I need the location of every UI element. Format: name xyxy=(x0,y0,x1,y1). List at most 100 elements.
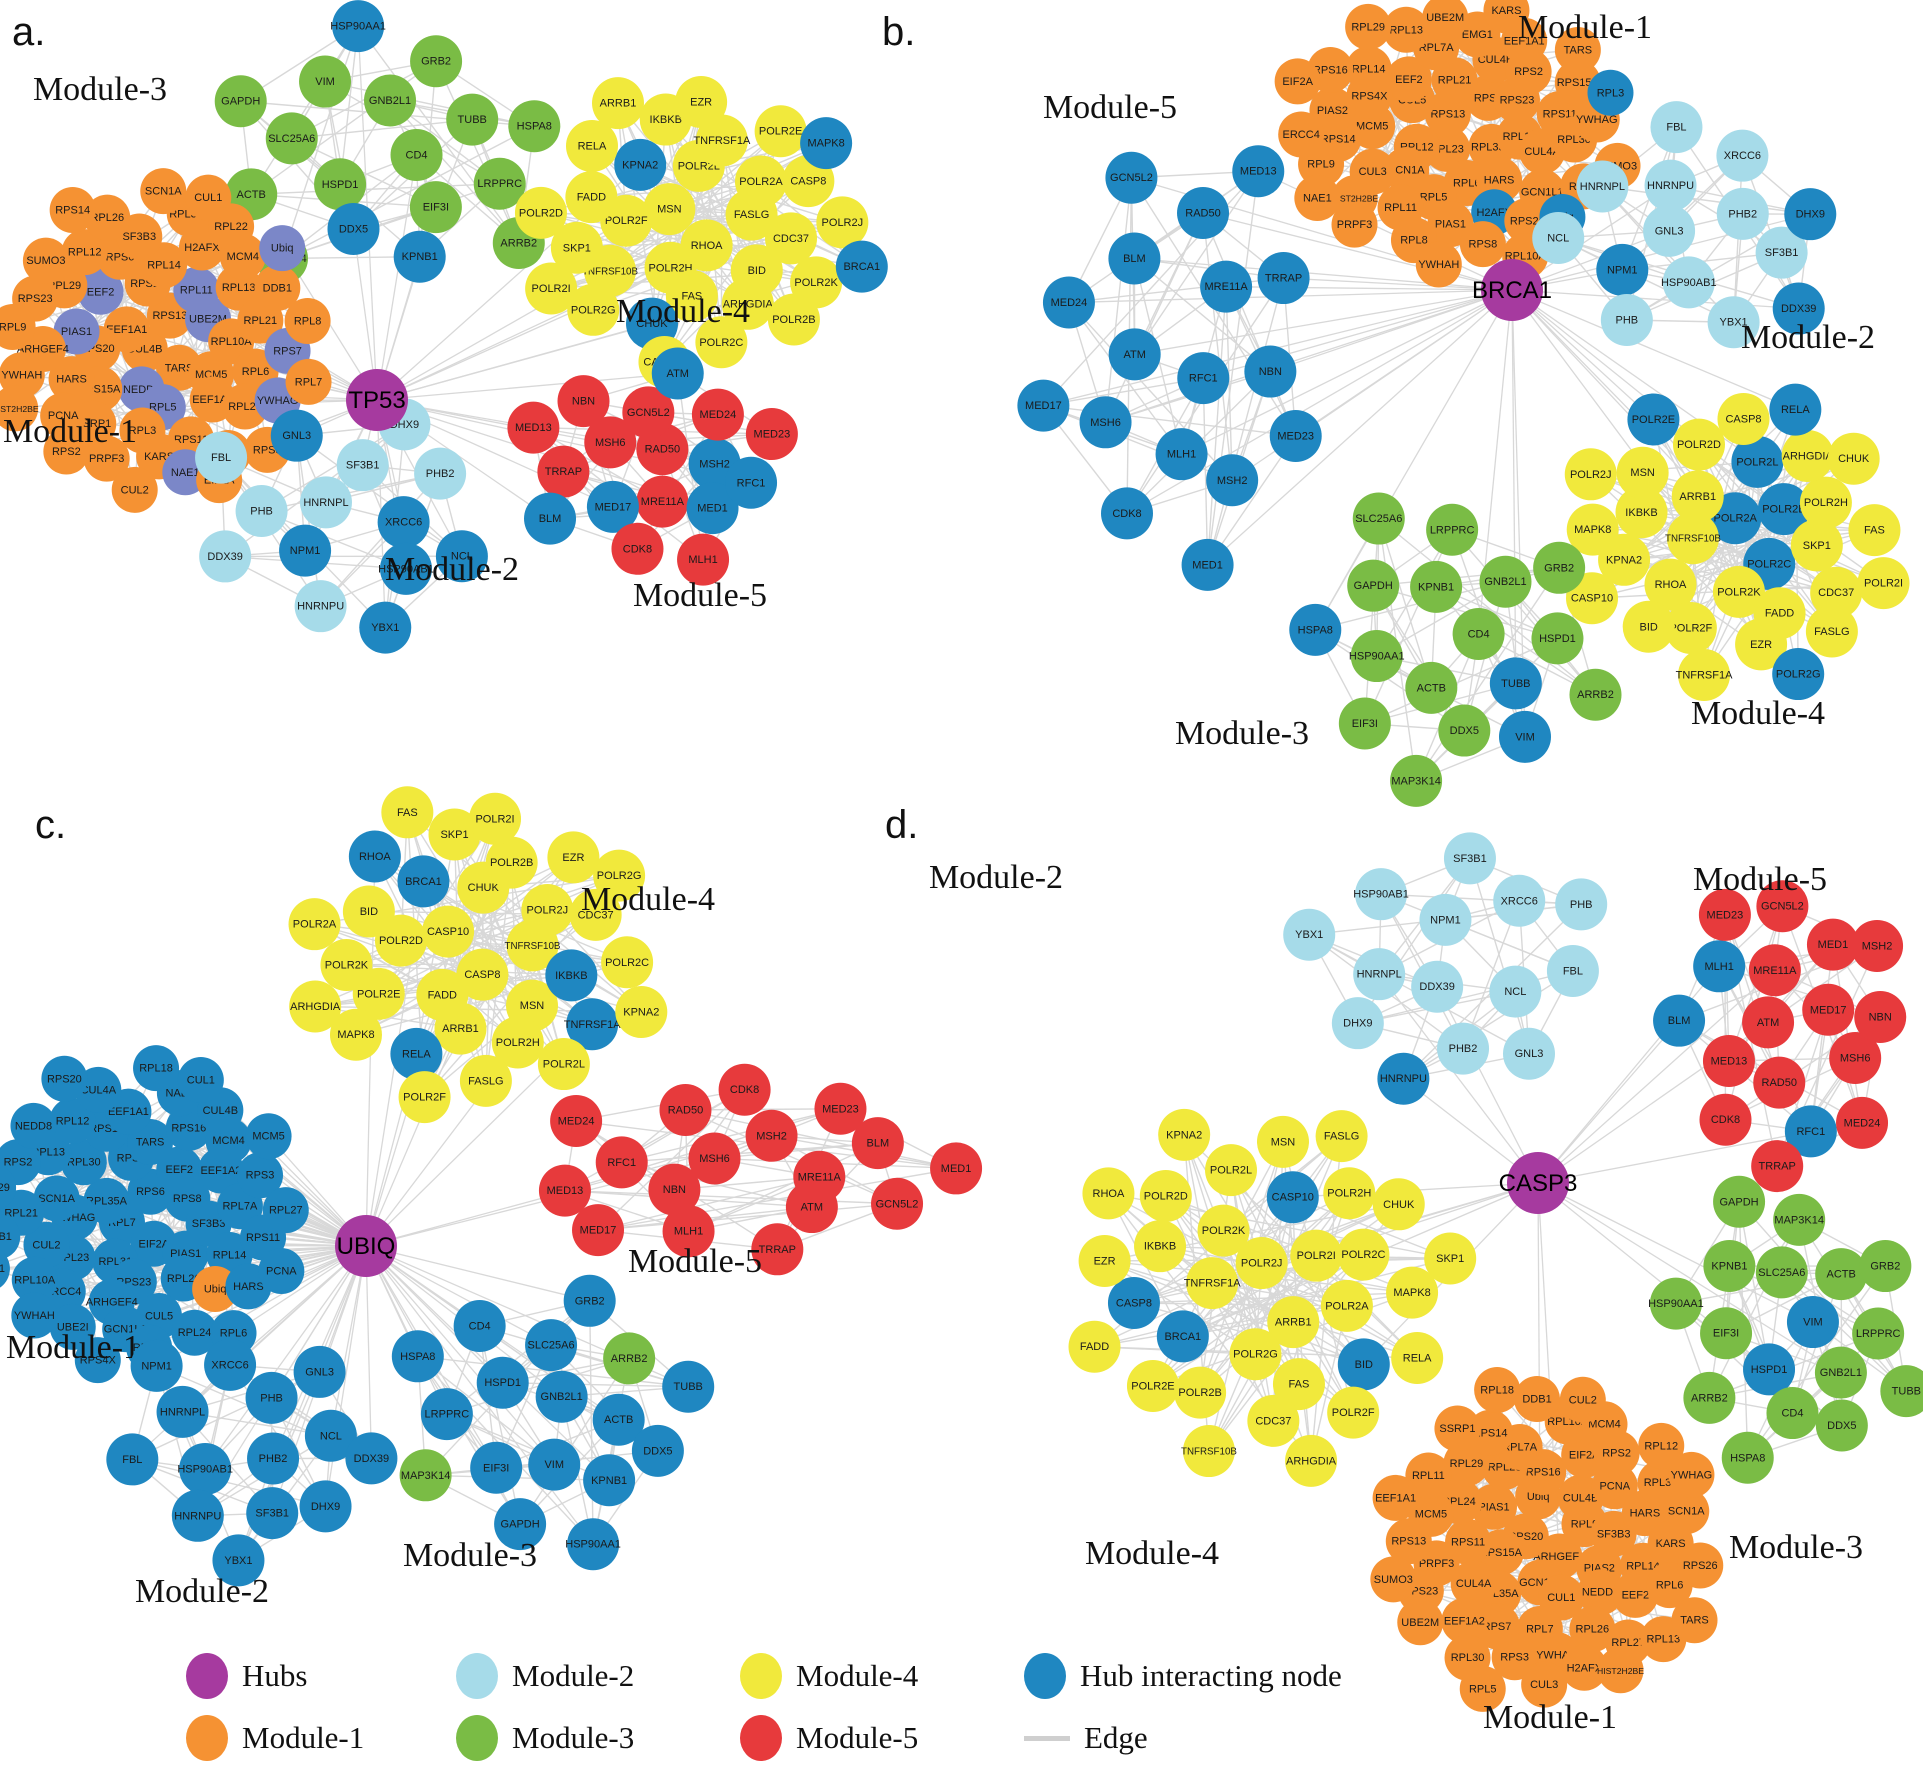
node-BID[interactable]: BID xyxy=(1338,1338,1390,1390)
node-EIF3I[interactable]: EIF3I xyxy=(410,181,462,233)
node-CASP10[interactable]: CASP10 xyxy=(1267,1171,1319,1223)
node-circle-GAPDH[interactable] xyxy=(1347,560,1399,612)
node-circle-CD4[interactable] xyxy=(1453,608,1505,660)
node-circle-GCN5L2[interactable] xyxy=(871,1178,923,1230)
node-GNB2L1[interactable]: GNB2L1 xyxy=(536,1371,588,1423)
node-circle-POLR2C[interactable] xyxy=(601,936,653,988)
node-circle-DDX5[interactable] xyxy=(327,203,379,255)
node-YBX1[interactable]: YBX1 xyxy=(359,602,411,654)
node-XRCC6[interactable]: XRCC6 xyxy=(1493,875,1545,927)
node-MED17[interactable]: MED17 xyxy=(1802,984,1854,1036)
node-circle-VIM[interactable] xyxy=(1499,711,1551,763)
node-GNL3[interactable]: GNL3 xyxy=(1503,1028,1555,1080)
node-circle-KPNB1[interactable] xyxy=(1703,1240,1755,1292)
node-HSPA8[interactable]: HSPA8 xyxy=(392,1330,444,1382)
node-circle-RPL27[interactable] xyxy=(263,1187,309,1233)
node-circle-FAS[interactable] xyxy=(381,786,433,838)
node-circle-SF3B1[interactable] xyxy=(246,1487,298,1539)
node-circle-YWHAG[interactable] xyxy=(1668,1452,1714,1498)
node-MCM5[interactable]: MCM5 xyxy=(246,1113,292,1159)
node-GAPDH[interactable]: GAPDH xyxy=(1713,1176,1765,1228)
node-circle-BRCA1[interactable] xyxy=(1157,1310,1209,1362)
node-circle-ARHGDIA[interactable] xyxy=(1285,1435,1337,1487)
node-CDK8[interactable]: CDK8 xyxy=(719,1064,771,1116)
node-circle-ERCC4[interactable] xyxy=(1278,111,1324,157)
node-RELA[interactable]: RELA xyxy=(390,1028,442,1080)
node-circle-FASLG[interactable] xyxy=(1316,1110,1368,1162)
node-circle-ARRB2[interactable] xyxy=(1683,1372,1735,1424)
node-circle-MRE11A[interactable] xyxy=(1200,261,1252,313)
node-circle-PHB[interactable] xyxy=(236,485,288,537)
node-PHB2[interactable]: PHB2 xyxy=(1717,188,1769,240)
node-EIF3I[interactable]: EIF3I xyxy=(470,1442,522,1494)
node-circle-EZR[interactable] xyxy=(547,831,599,883)
node-IKBKB[interactable]: IKBKB xyxy=(1134,1220,1186,1272)
node-GRB2[interactable]: GRB2 xyxy=(1859,1240,1911,1292)
node-ARHGDIA[interactable]: ARHGDIA xyxy=(1782,430,1834,482)
node-circle-NPM1[interactable] xyxy=(1596,244,1648,296)
node-circle-ATM[interactable] xyxy=(652,347,704,399)
node-CUL1[interactable]: CUL1 xyxy=(185,175,231,221)
node-circle-VIM[interactable] xyxy=(299,56,351,108)
node-PHB[interactable]: PHB xyxy=(1555,878,1607,930)
node-MRE11A[interactable]: MRE11A xyxy=(1200,261,1252,313)
node-circle-MSH6[interactable] xyxy=(1080,396,1132,448)
node-circle-HSPD1[interactable] xyxy=(314,158,366,210)
node-circle-HNRNPU[interactable] xyxy=(295,580,347,632)
node-circle-MED23[interactable] xyxy=(746,408,798,460)
node-RHOA[interactable]: RHOA xyxy=(349,830,401,882)
node-circle-ARRB1[interactable] xyxy=(434,1003,486,1055)
node-circle-RELA[interactable] xyxy=(1391,1332,1443,1384)
node-circle-RFC1[interactable] xyxy=(596,1136,648,1188)
node-circle-IKBKB[interactable] xyxy=(1134,1220,1186,1272)
node-DHX9[interactable]: DHX9 xyxy=(300,1480,352,1532)
node-NEDD8[interactable]: NEDD8 xyxy=(10,1103,56,1149)
node-circle-GNL3[interactable] xyxy=(1643,205,1695,257)
node-PHB2[interactable]: PHB2 xyxy=(247,1432,299,1484)
node-POLR2J[interactable]: POLR2J xyxy=(816,196,868,248)
node-CASP10[interactable]: CASP10 xyxy=(422,906,474,958)
node-circle-DDX5[interactable] xyxy=(632,1425,684,1477)
node-POLR2D[interactable]: POLR2D xyxy=(515,187,567,239)
node-circle-TUBB[interactable] xyxy=(446,94,498,146)
node-circle-ATM[interactable] xyxy=(1742,996,1794,1048)
node-circle-HSP90AA1[interactable] xyxy=(332,0,384,52)
node-SLC25A6[interactable]: SLC25A6 xyxy=(266,112,318,164)
node-circle-TUBB[interactable] xyxy=(1490,657,1542,709)
node-BRCA1[interactable]: BRCA1 xyxy=(836,241,888,293)
node-RAD50[interactable]: RAD50 xyxy=(1753,1057,1805,1109)
node-circle-EIF3I[interactable] xyxy=(1700,1307,1752,1359)
node-MSN[interactable]: MSN xyxy=(1617,447,1669,499)
node-MRE11A[interactable]: MRE11A xyxy=(636,476,688,528)
node-GNB2L1[interactable]: GNB2L1 xyxy=(364,75,416,127)
node-circle-ARHGDIA[interactable] xyxy=(1782,430,1834,482)
node-circle-DDB1[interactable] xyxy=(1514,1376,1560,1422)
node-circle-FBL[interactable] xyxy=(106,1433,158,1485)
node-circle-CASP8[interactable] xyxy=(1717,393,1769,445)
node-circle-NBN[interactable] xyxy=(558,375,610,427)
node-circle-HNRNPL[interactable] xyxy=(300,476,352,528)
node-POLR2F[interactable]: POLR2F xyxy=(1327,1387,1379,1439)
node-HSP90AB1[interactable]: HSP90AB1 xyxy=(177,1443,233,1495)
node-ATM[interactable]: ATM xyxy=(1109,328,1161,380)
node-circle-RHOA[interactable] xyxy=(1082,1167,1134,1219)
node-circle-PHB2[interactable] xyxy=(1437,1023,1489,1075)
node-FAS[interactable]: FAS xyxy=(1848,504,1900,556)
node-FBL[interactable]: FBL xyxy=(106,1433,158,1485)
node-circle-EIF3I[interactable] xyxy=(410,181,462,233)
node-RPL18[interactable]: RPL18 xyxy=(1474,1367,1520,1413)
node-circle-FAS[interactable] xyxy=(1848,504,1900,556)
node-circle-POLR2I[interactable] xyxy=(1290,1230,1342,1282)
node-circle-LRPPRC[interactable] xyxy=(1852,1308,1904,1360)
node-POLR2J[interactable]: POLR2J xyxy=(521,884,573,936)
node-circle-POLR2A[interactable] xyxy=(289,898,341,950)
node-circle-RFC1[interactable] xyxy=(1177,352,1229,404)
node-POLR2I[interactable]: POLR2I xyxy=(1858,557,1910,609)
node-circle-TRRAP[interactable] xyxy=(1751,1140,1803,1192)
node-circle-CHUK[interactable] xyxy=(1373,1178,1425,1230)
node-circle-TNFRSF1A[interactable] xyxy=(1678,649,1730,701)
node-ARRB2[interactable]: ARRB2 xyxy=(603,1332,655,1384)
node-POLR2D[interactable]: POLR2D xyxy=(1140,1170,1192,1222)
node-circle-KPNA2[interactable] xyxy=(614,139,666,191)
node-POLR2K[interactable]: POLR2K xyxy=(1198,1205,1250,1257)
